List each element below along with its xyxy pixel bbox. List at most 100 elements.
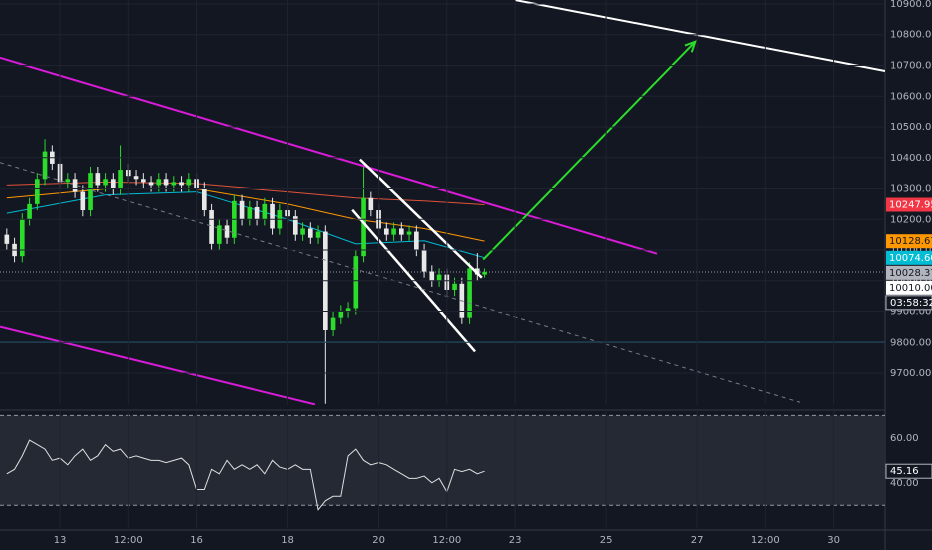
x-tick-label: 18 xyxy=(281,535,294,546)
x-tick-label: 13 xyxy=(54,535,67,546)
y-tick-label: 10700.00 xyxy=(890,61,932,72)
candle-body xyxy=(474,268,480,275)
candle-body xyxy=(163,179,169,186)
candle-body xyxy=(292,216,298,235)
candle-body xyxy=(345,308,351,312)
candle-body xyxy=(353,256,359,309)
candle-body xyxy=(110,179,116,189)
candle-body xyxy=(80,191,86,211)
candle-body xyxy=(19,219,25,257)
rsi-value-marker xyxy=(885,463,932,479)
price-marker xyxy=(886,280,932,295)
candle-body xyxy=(300,228,305,235)
candle-body xyxy=(209,210,214,244)
candle-body xyxy=(42,151,48,180)
candle-body xyxy=(118,170,123,189)
price-marker-label: 10128.67 xyxy=(889,236,932,247)
candle-body xyxy=(216,225,222,244)
candle-body xyxy=(399,228,404,235)
candle-body xyxy=(247,206,253,220)
y-tick-label: 9700.00 xyxy=(890,368,931,379)
rsi-value-label: 45.16 xyxy=(890,466,919,477)
price-marker xyxy=(886,197,932,212)
candle-body xyxy=(361,197,366,257)
rsi-pane xyxy=(0,414,885,511)
candle-body xyxy=(414,231,419,251)
x-tick-label: 20 xyxy=(372,535,385,546)
rsi-tick-label: 40.00 xyxy=(890,478,919,489)
candle-body xyxy=(368,197,374,211)
candle-body xyxy=(482,272,487,275)
candle-body xyxy=(421,250,427,272)
x-tick-label: 25 xyxy=(600,535,613,546)
candle-body xyxy=(307,228,313,238)
candle-body xyxy=(436,274,442,281)
y-tick-label: 10500.00 xyxy=(890,122,932,133)
candle-body xyxy=(171,182,177,186)
x-tick-label: 12:00 xyxy=(751,535,780,546)
candle-body xyxy=(262,203,268,220)
candle-body xyxy=(201,188,207,211)
candle-body xyxy=(179,182,184,186)
rsi-tick-label: 60.00 xyxy=(890,433,919,444)
candle-body xyxy=(452,283,457,290)
y-tick-label: 10900.00 xyxy=(890,0,932,10)
y-tick-label: 9800.00 xyxy=(890,337,931,348)
price-marker-label: 10074.60 xyxy=(889,253,932,264)
candle-body xyxy=(383,228,389,235)
trendline xyxy=(514,0,885,73)
price-marker xyxy=(886,250,932,265)
candle-body xyxy=(148,182,154,186)
trendline xyxy=(359,158,483,279)
price-marker-label: 10247.95 xyxy=(889,200,932,211)
candle-body xyxy=(391,228,396,235)
y-tick-label: 10200.00 xyxy=(890,214,932,225)
y-tick-label: 10300.00 xyxy=(890,184,932,195)
candle-body xyxy=(72,179,78,192)
trendline xyxy=(0,325,316,405)
candle-body xyxy=(186,179,192,186)
candle-body xyxy=(27,203,32,220)
countdown-box xyxy=(885,295,932,311)
candle-body xyxy=(133,176,139,180)
price-marker xyxy=(886,265,932,280)
candle-body xyxy=(103,179,108,186)
y-tick-label: 10100.00 xyxy=(890,245,932,256)
countdown: 03:58:32 xyxy=(890,298,932,309)
candle-body xyxy=(406,231,412,235)
candle-body xyxy=(239,200,245,220)
candle-body xyxy=(156,179,162,186)
x-tick-label: 12:00 xyxy=(114,535,143,546)
candle-body xyxy=(429,271,435,281)
candle-body xyxy=(338,311,344,318)
candle-body xyxy=(270,203,275,229)
price-pane xyxy=(0,0,885,405)
candle-body xyxy=(467,268,472,318)
arrow-line xyxy=(482,41,696,261)
candle-body xyxy=(88,173,93,211)
rsi-band-fill xyxy=(0,415,885,506)
x-tick-label: 12:00 xyxy=(432,535,461,546)
candle-body xyxy=(224,225,230,238)
x-tick-label: 27 xyxy=(691,535,704,546)
candle-body xyxy=(330,317,336,330)
candle-body xyxy=(4,234,10,244)
candle-body xyxy=(254,206,260,220)
candle-body xyxy=(65,179,71,183)
y-tick-label: 9900.00 xyxy=(890,307,931,318)
x-tick-label: 16 xyxy=(190,535,203,546)
y-tick-label: 10400.00 xyxy=(890,153,932,164)
x-tick-label: 30 xyxy=(827,535,840,546)
x-tick-label: 23 xyxy=(509,535,522,546)
trendline xyxy=(0,56,658,255)
candle-body xyxy=(95,173,101,186)
candle-body xyxy=(34,179,40,204)
rsi-line xyxy=(6,439,485,511)
price-marker xyxy=(886,234,932,249)
y-tick-label: 10600.00 xyxy=(890,91,932,102)
arrow-head xyxy=(684,40,697,53)
price-marker-label: 10010.00 xyxy=(889,283,932,294)
candle-body xyxy=(141,179,146,183)
trendline xyxy=(0,162,801,403)
